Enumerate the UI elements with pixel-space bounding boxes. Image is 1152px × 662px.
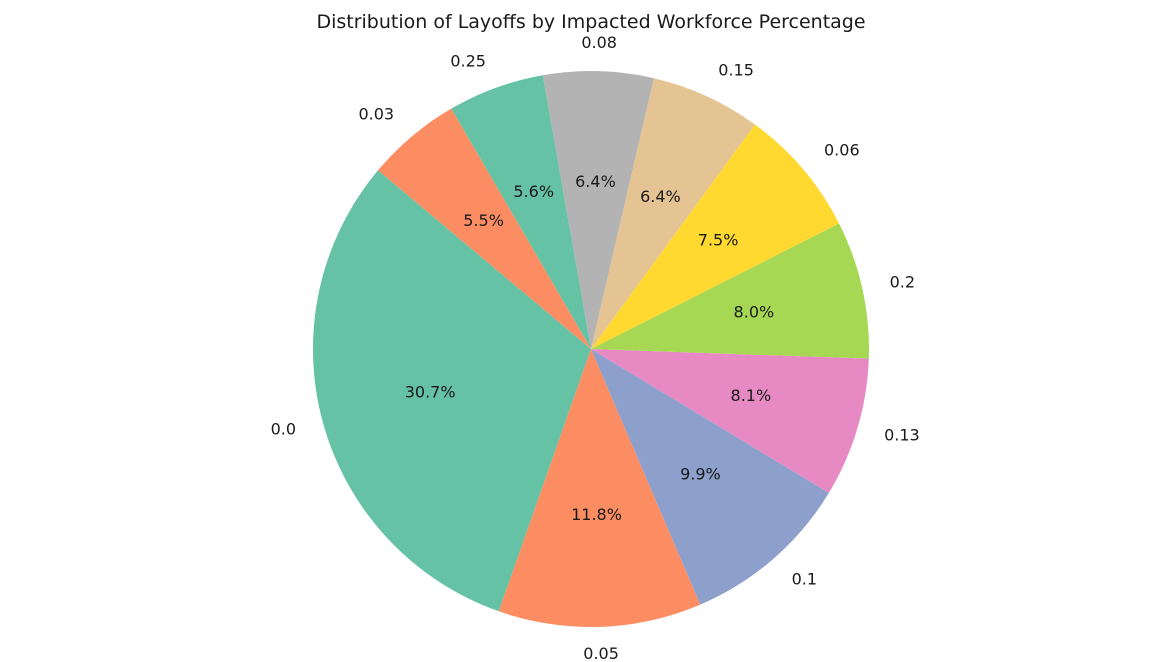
pie-slice-0-06: [591, 124, 840, 349]
slice-category-label: 0.15: [718, 60, 754, 79]
slice-percent-label: 30.7%: [405, 383, 456, 402]
slice-category-label: 0.25: [450, 51, 486, 70]
pie-slice-0-05: [498, 349, 701, 628]
slice-category-label: 0.1: [792, 569, 817, 588]
pie-percent-labels: 30.7% 11.8% 9.9% 8.1% 8.0% 7.5% 6.4% 6.4% 5.6% 5.…: [405, 172, 775, 524]
slice-category-label: 0.2: [890, 273, 915, 292]
slice-category-label: 0.13: [884, 426, 920, 445]
slice-percent-label: 6.4%: [640, 187, 681, 206]
pie-slices: [312, 71, 870, 628]
slice-percent-label: 8.1%: [731, 386, 772, 405]
pie-slice-0-0: [312, 170, 591, 612]
slice-percent-label: 11.8%: [571, 505, 622, 524]
slice-percent-label: 5.6%: [513, 182, 554, 201]
pie-slice-0-15: [591, 78, 755, 349]
slice-category-label: 0.0: [271, 419, 296, 438]
pie-slice-0-25: [451, 75, 591, 349]
pie-slice-0-03: [378, 108, 591, 349]
slice-category-label: 0.05: [583, 644, 619, 662]
chart-title: Distribution of Layoffs by Impacted Work…: [316, 11, 866, 33]
pie-slice-0-13: [591, 349, 869, 493]
slice-percent-label: 7.5%: [698, 230, 739, 249]
pie-category-labels: 0.0 0.05 0.1 0.13 0.2 0.06 0.15 0.08 0.25 0.03: [271, 33, 920, 662]
slice-percent-label: 5.5%: [463, 211, 504, 230]
slice-category-label: 0.06: [824, 140, 860, 159]
slice-category-label: 0.08: [581, 33, 617, 52]
slice-category-label: 0.03: [358, 105, 394, 124]
slice-percent-label: 6.4%: [575, 172, 616, 191]
slice-percent-label: 9.9%: [680, 464, 721, 483]
pie-slice-0-08: [542, 71, 654, 349]
pie-slice-0-1: [591, 349, 829, 605]
slice-percent-label: 8.0%: [734, 303, 775, 322]
pie-slice-0-2: [591, 223, 870, 359]
